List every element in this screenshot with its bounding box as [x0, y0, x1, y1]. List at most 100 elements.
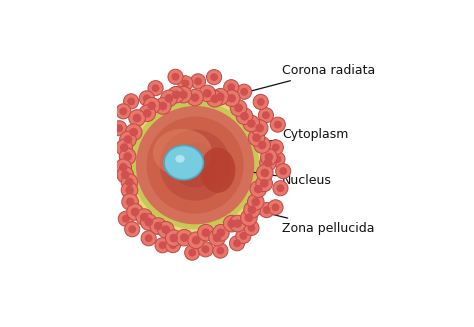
Circle shape [116, 104, 131, 119]
Text: Nucleus: Nucleus [191, 161, 332, 187]
Circle shape [247, 224, 255, 232]
Circle shape [201, 228, 210, 237]
Circle shape [116, 139, 133, 156]
Circle shape [179, 90, 188, 99]
Circle shape [188, 249, 196, 257]
Circle shape [126, 198, 135, 206]
Circle shape [159, 241, 166, 249]
Circle shape [212, 224, 229, 241]
Circle shape [230, 100, 247, 116]
Circle shape [122, 194, 138, 210]
Circle shape [119, 163, 128, 172]
Circle shape [201, 246, 210, 253]
Circle shape [268, 140, 283, 155]
Circle shape [239, 232, 247, 240]
Circle shape [279, 167, 287, 175]
Circle shape [261, 169, 269, 177]
Circle shape [187, 89, 203, 106]
Circle shape [276, 164, 291, 179]
Circle shape [127, 97, 135, 105]
Circle shape [194, 77, 202, 85]
Circle shape [227, 219, 236, 228]
Circle shape [228, 83, 235, 91]
Circle shape [148, 80, 163, 96]
Circle shape [223, 215, 240, 232]
Circle shape [203, 89, 211, 98]
Circle shape [199, 85, 216, 102]
Circle shape [240, 112, 249, 121]
Circle shape [244, 220, 259, 235]
Circle shape [258, 108, 273, 123]
Circle shape [207, 91, 223, 107]
Circle shape [261, 149, 277, 165]
Circle shape [247, 194, 264, 210]
Circle shape [260, 179, 268, 188]
Circle shape [172, 73, 180, 81]
Circle shape [161, 90, 177, 107]
Circle shape [228, 94, 236, 103]
Circle shape [236, 228, 251, 244]
Circle shape [237, 84, 252, 99]
Ellipse shape [153, 129, 212, 176]
Circle shape [117, 166, 134, 183]
Circle shape [154, 222, 163, 231]
Circle shape [176, 229, 192, 246]
Circle shape [210, 95, 219, 103]
Circle shape [140, 214, 157, 231]
Circle shape [146, 117, 244, 214]
Circle shape [124, 94, 139, 109]
Circle shape [209, 229, 225, 246]
Circle shape [273, 155, 282, 163]
Circle shape [224, 80, 239, 95]
Circle shape [175, 86, 191, 103]
Circle shape [256, 175, 273, 192]
Circle shape [125, 186, 134, 195]
Circle shape [210, 73, 218, 81]
Circle shape [268, 200, 283, 215]
Circle shape [122, 215, 130, 223]
Circle shape [124, 135, 132, 144]
Circle shape [191, 74, 206, 89]
Circle shape [169, 234, 178, 242]
Text: Corona radiata: Corona radiata [226, 64, 375, 99]
Circle shape [250, 181, 266, 198]
Circle shape [236, 108, 253, 125]
Circle shape [185, 245, 200, 260]
Circle shape [144, 97, 160, 114]
Circle shape [207, 70, 222, 85]
Circle shape [157, 221, 174, 238]
Circle shape [169, 241, 177, 249]
Ellipse shape [200, 147, 236, 193]
Circle shape [188, 232, 204, 249]
Circle shape [260, 155, 276, 171]
Circle shape [272, 144, 280, 151]
Text: Cytoplasm: Cytoplasm [224, 129, 348, 149]
Circle shape [198, 224, 214, 241]
Circle shape [155, 238, 170, 253]
Circle shape [125, 178, 134, 186]
Circle shape [270, 152, 285, 167]
Circle shape [251, 120, 268, 136]
Circle shape [158, 102, 167, 110]
Circle shape [263, 206, 271, 214]
Circle shape [273, 181, 288, 196]
Circle shape [191, 93, 200, 102]
Circle shape [123, 94, 267, 237]
Circle shape [233, 219, 242, 228]
Circle shape [213, 233, 221, 242]
Circle shape [168, 86, 184, 103]
Circle shape [192, 236, 201, 245]
Circle shape [118, 211, 133, 226]
Ellipse shape [175, 155, 185, 163]
Circle shape [245, 214, 253, 222]
Circle shape [270, 117, 285, 132]
Circle shape [248, 205, 256, 214]
Circle shape [172, 90, 181, 99]
Circle shape [259, 202, 274, 218]
Circle shape [155, 98, 171, 114]
Circle shape [131, 101, 259, 229]
Circle shape [165, 230, 182, 246]
Circle shape [129, 128, 138, 136]
Circle shape [244, 201, 260, 218]
Circle shape [147, 101, 156, 110]
